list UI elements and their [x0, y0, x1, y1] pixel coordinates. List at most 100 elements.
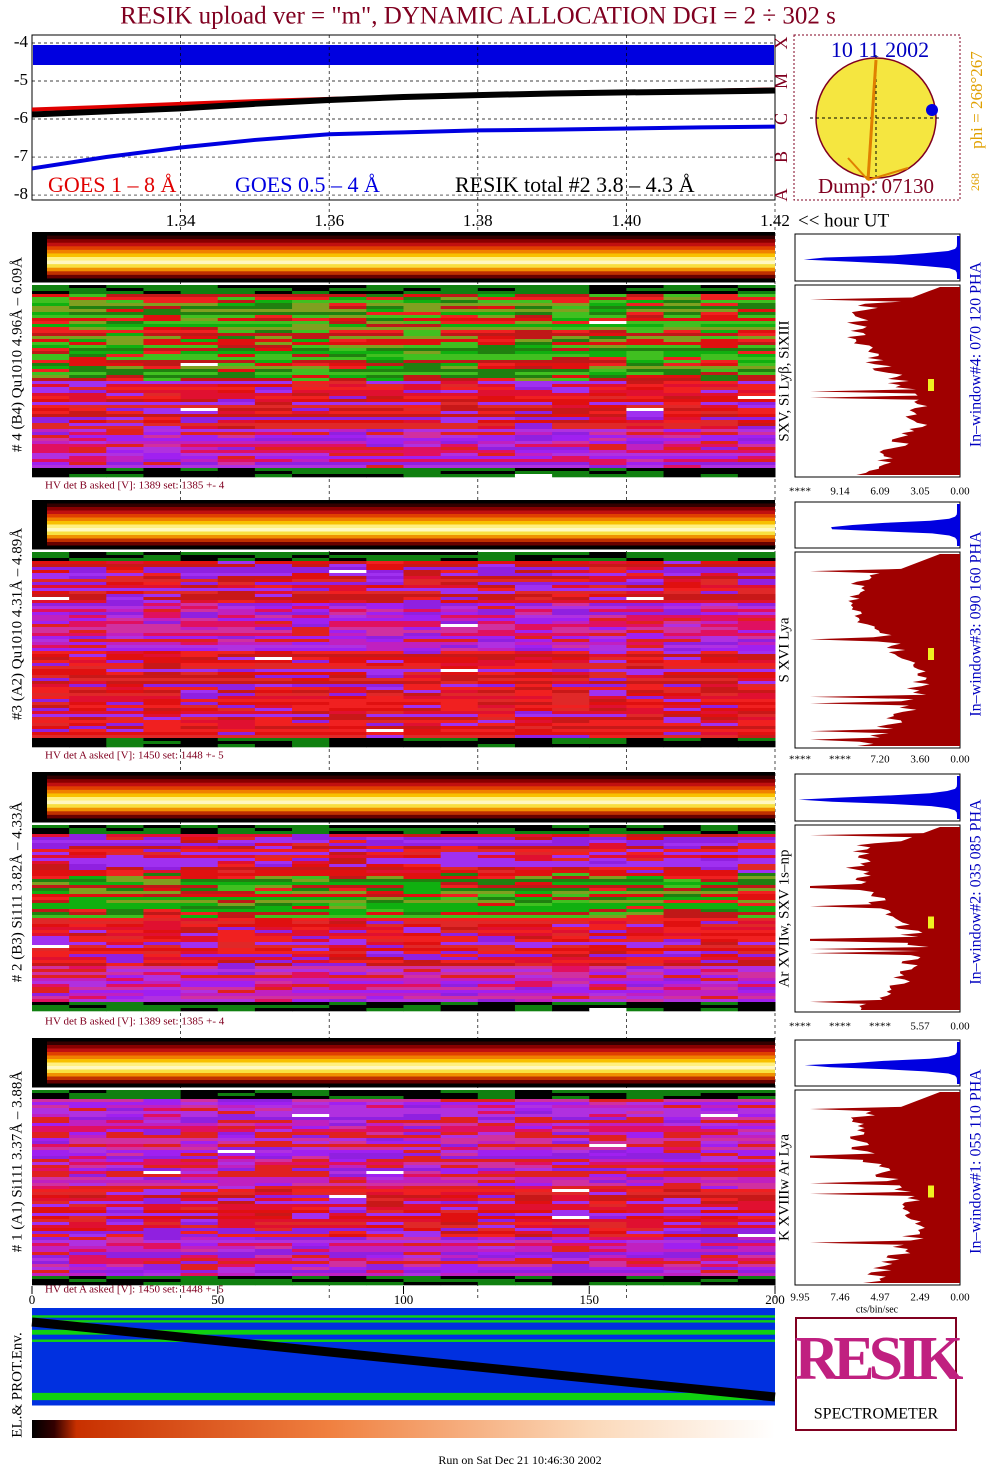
spectrogram-cell	[663, 357, 702, 361]
spectrogram-cell	[403, 705, 442, 709]
spectrogram-cell	[477, 1228, 516, 1232]
spectrogram-cell	[292, 987, 330, 991]
spectrogram-cell	[329, 741, 367, 745]
spectrogram-cell	[180, 900, 219, 904]
spectrogram-cell	[32, 603, 70, 607]
spectrogram-cell	[440, 369, 479, 373]
spectrogram-cell	[589, 333, 627, 337]
spectrogram-cell	[180, 885, 219, 889]
spectrogram-cell	[366, 1105, 404, 1109]
spectrogram-cell	[737, 858, 776, 862]
spectrogram-cell	[32, 1177, 70, 1181]
spectrogram-cell	[514, 318, 553, 322]
spectrogram-cell	[180, 918, 219, 922]
spectrogram-cell	[106, 642, 144, 646]
spectrogram-cell	[143, 426, 182, 430]
spectrogram-cell	[366, 666, 404, 670]
spectrogram-cell	[514, 891, 553, 895]
spectrogram-cell	[180, 312, 219, 316]
spectrogram-cell	[403, 468, 442, 472]
spectrogram-cell	[32, 1132, 70, 1136]
spectrogram-cell	[32, 327, 70, 331]
spectrogram-cell	[626, 1183, 665, 1187]
spectrogram-cell	[440, 846, 479, 850]
spectrogram-cell	[626, 1177, 665, 1181]
spectrogram-cell	[292, 342, 330, 346]
spectrogram-cell	[69, 564, 107, 568]
spectrogram-cell	[329, 465, 367, 469]
spectrogram-cell	[626, 396, 665, 400]
spectrogram-cell	[514, 468, 553, 472]
spectrogram-cell	[477, 300, 516, 304]
spectrogram-cell	[217, 561, 256, 565]
spectrogram-cell	[552, 921, 590, 925]
spectrogram-cell	[69, 288, 107, 292]
spectrogram-cell	[626, 1219, 665, 1223]
spectrogram-cell	[440, 900, 479, 904]
spectrogram-cell	[626, 288, 665, 292]
spectrogram-cell	[292, 831, 330, 835]
spectrogram-cell	[737, 738, 776, 742]
spectrogram-cell	[440, 1171, 479, 1175]
spectrogram-cell	[329, 1171, 367, 1175]
spectrogram-cell	[329, 1189, 367, 1193]
spectrogram-cell	[663, 438, 702, 442]
spectrogram-cell	[329, 423, 367, 427]
spectrogram-cell	[217, 1183, 256, 1187]
spectrogram-cell	[292, 969, 330, 973]
spectrogram-cell	[217, 885, 256, 889]
spectrogram-cell	[106, 297, 144, 301]
spectrogram-cell	[217, 843, 256, 847]
spectrogram-cell	[69, 1243, 107, 1247]
spectrogram-cell	[69, 363, 107, 367]
spectrogram-cell	[477, 654, 516, 658]
spectrogram-cell	[366, 1099, 404, 1103]
spectrogram-cell	[292, 978, 330, 982]
spectrogram-cell	[626, 285, 665, 289]
spectrogram-cell	[403, 327, 442, 331]
spectrogram-cell	[292, 699, 330, 703]
spectrogram-cell	[589, 846, 627, 850]
spectrogram-cell	[477, 396, 516, 400]
spectrogram-cell	[254, 294, 293, 298]
spectrogram-cell	[477, 564, 516, 568]
spectrogram-cell	[589, 435, 627, 439]
spectrogram-cell	[106, 735, 144, 739]
spectrogram-cell	[292, 861, 330, 865]
spectrogram-cell	[329, 936, 367, 940]
spectrogram-cell	[292, 1237, 330, 1241]
spectrogram-cell	[514, 594, 553, 598]
spectrogram-cell	[737, 1117, 776, 1121]
spectrogram-cell	[217, 1126, 256, 1130]
spectrogram-cell	[69, 366, 107, 370]
spectrogram-cell	[477, 345, 516, 349]
spectrogram-cell	[403, 693, 442, 697]
spectrogram-cell	[403, 1114, 442, 1118]
spectrogram-cell	[143, 837, 182, 841]
spectrogram-cell	[626, 1165, 665, 1169]
spectrogram-cell	[69, 708, 107, 712]
spectrogram-cell	[329, 1162, 367, 1166]
spectrogram-cell	[663, 693, 702, 697]
spectrogram-cell	[737, 570, 776, 574]
strip-band	[32, 253, 775, 258]
spectrogram-cell	[180, 1171, 219, 1175]
spectrogram-cell	[626, 300, 665, 304]
spectrogram-cell	[403, 447, 442, 451]
spectrogram-cell	[737, 1147, 776, 1151]
spectrogram-cell	[589, 951, 627, 955]
spectrogram-cell	[589, 1240, 627, 1244]
spectrogram-cell	[143, 309, 182, 313]
spectrogram-cell	[254, 576, 293, 580]
spectrogram-cell	[514, 648, 553, 652]
spectrogram-cell	[180, 831, 219, 835]
spectrogram-cell	[254, 1219, 293, 1223]
spectrogram-cell	[106, 630, 144, 634]
spectrogram-cell	[700, 459, 739, 463]
spectrogram-cell	[663, 447, 702, 451]
spectrogram-cell	[32, 876, 70, 880]
spectrogram-cell	[552, 450, 590, 454]
spectrogram-cell	[514, 1195, 553, 1199]
spectrogram-cell	[477, 339, 516, 343]
spectrogram-cell	[440, 978, 479, 982]
